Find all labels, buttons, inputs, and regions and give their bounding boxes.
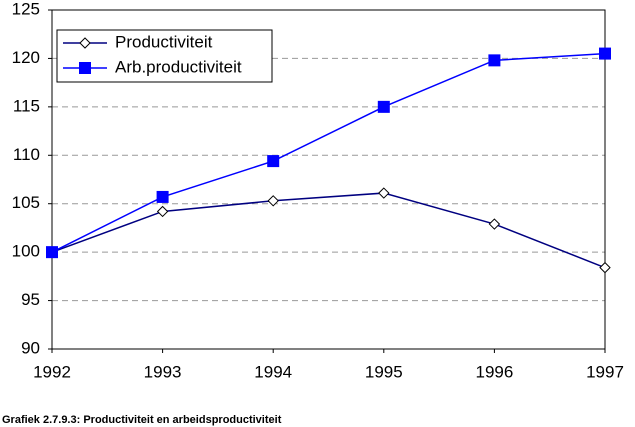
y-tick-label: 115 xyxy=(13,96,40,115)
point xyxy=(599,47,611,60)
y-tick-label: 105 xyxy=(12,193,40,212)
point xyxy=(599,261,611,274)
legend-marker xyxy=(79,37,91,49)
point xyxy=(46,246,58,259)
x-tick-label: 1993 xyxy=(144,362,182,381)
point xyxy=(267,195,279,207)
plot-frame xyxy=(51,9,606,350)
legend-label: Productiviteit xyxy=(115,32,213,51)
x-tick-label: 1996 xyxy=(475,362,513,381)
series-line xyxy=(51,192,606,269)
point xyxy=(156,190,169,203)
point xyxy=(488,218,501,230)
legend-marker xyxy=(79,62,91,74)
y-tick-label: 125 xyxy=(12,0,40,18)
point xyxy=(377,100,390,113)
legend-label: Arb.productiviteit xyxy=(115,57,242,76)
x-tick-label: 1997 xyxy=(586,362,624,381)
x-tick-label: 1992 xyxy=(33,362,71,381)
point xyxy=(488,54,501,67)
legend-box xyxy=(56,29,273,83)
caption: Grafiek 2.7.9.3: Productiviteit en arbei… xyxy=(2,414,282,426)
y-tick-label: 110 xyxy=(13,145,40,164)
point xyxy=(267,155,280,168)
x-tick-label: 1995 xyxy=(365,362,403,381)
series-line xyxy=(51,52,606,253)
y-tick-label: 100 xyxy=(12,242,40,261)
y-tick-label: 95 xyxy=(21,290,40,309)
x-tick-label: 1994 xyxy=(254,362,292,381)
y-tick-label: 90 xyxy=(21,338,40,357)
point xyxy=(156,205,169,218)
legend: Productiviteit Arb.productiviteit xyxy=(56,29,273,83)
point xyxy=(378,187,390,199)
y-tick-label: 120 xyxy=(12,48,40,67)
